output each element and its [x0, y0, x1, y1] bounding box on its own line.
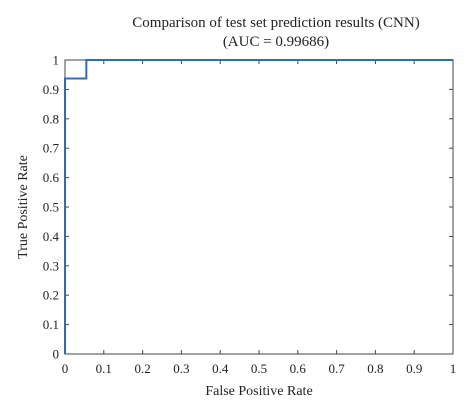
- plot-area: [64, 59, 454, 355]
- y-tick-label: 1: [53, 53, 60, 68]
- y-tick-label: 0.8: [43, 111, 59, 126]
- roc-curve-line: [64, 59, 453, 354]
- x-tick-label: 0.8: [367, 361, 383, 376]
- x-tick-label: 0.7: [328, 361, 345, 376]
- x-tick-label: 0: [62, 361, 69, 376]
- x-tick-label: 0.9: [406, 361, 422, 376]
- x-tick-label: 1: [450, 361, 457, 376]
- x-tick-label: 0.6: [290, 361, 307, 376]
- y-tick-label: 0.3: [43, 258, 59, 273]
- x-tick-label: 0.4: [212, 361, 229, 376]
- chart-title: Comparison of test set prediction result…: [132, 15, 419, 31]
- series-layer: [64, 59, 453, 354]
- x-tick-label: 0.3: [173, 361, 189, 376]
- y-tick-label: 0.5: [43, 200, 59, 215]
- y-tick-label: 0.6: [43, 170, 60, 185]
- x-tick-label: 0.5: [251, 361, 267, 376]
- chart-subtitle: (AUC = 0.99686): [223, 34, 329, 50]
- y-axis-label: True Positive Rate: [16, 155, 31, 259]
- y-tick-label: 0.4: [43, 229, 60, 244]
- x-axis-label: False Positive Rate: [205, 384, 312, 399]
- y-tick-label: 0.7: [43, 141, 60, 156]
- y-tick-label: 0.9: [43, 82, 59, 97]
- y-tick-label: 0: [53, 347, 60, 362]
- y-axis: 0 0.1 0.2 0.3 0.4 0.5 0.6 0.7 0.8 0.9 1: [43, 53, 453, 362]
- y-tick-label: 0.1: [43, 317, 59, 332]
- x-axis: 0 0.1 0.2 0.3 0.4 0.5 0.6 0.7 0.8 0.9 1: [62, 60, 457, 376]
- x-tick-label: 0.1: [96, 361, 112, 376]
- y-tick-label: 0.2: [43, 288, 59, 303]
- x-tick-label: 0.2: [134, 361, 150, 376]
